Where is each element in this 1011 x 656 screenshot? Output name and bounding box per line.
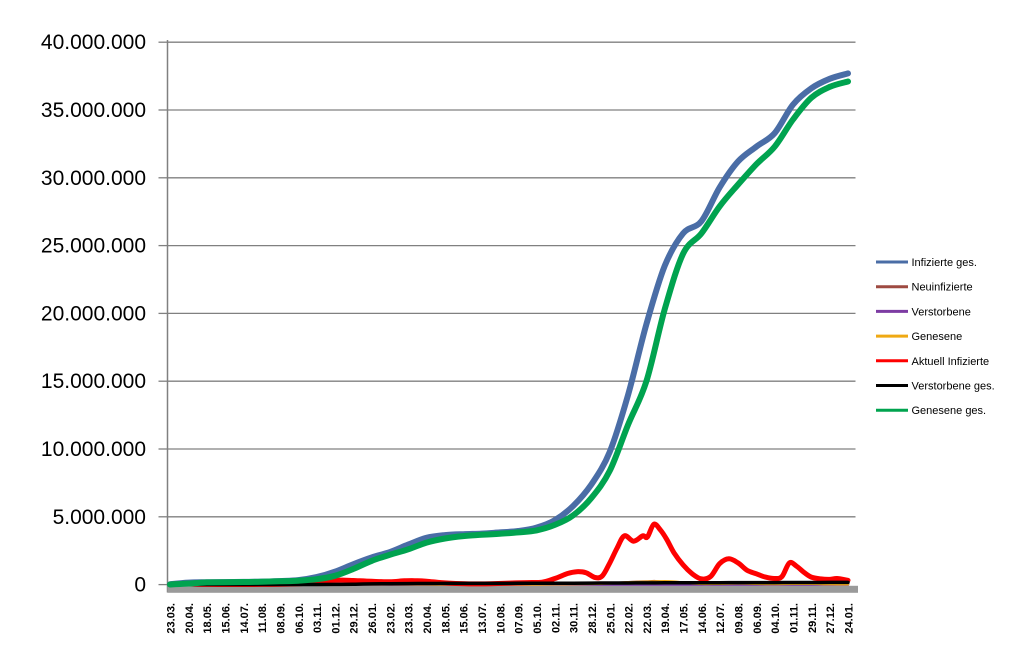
x-axis-tick-label: 02.11. <box>550 603 562 633</box>
x-axis-line <box>167 585 858 593</box>
x-axis-tick-label: 08.09. <box>275 603 287 634</box>
x-axis-tick-label: 25.01. <box>605 603 617 634</box>
x-axis-tick-label: 17.05. <box>679 603 691 634</box>
legend-item: Infizierte ges. <box>876 257 977 269</box>
y-axis-tick-label: 35.000.000 <box>41 99 146 122</box>
x-axis-tick-label: 23.03. <box>404 603 416 634</box>
y-axis-tick-label: 20.000.000 <box>41 302 146 325</box>
legend-item: Genesene ges. <box>876 405 986 417</box>
x-axis-tick-label: 05.10. <box>532 603 544 634</box>
x-axis-tick-label: 14.06. <box>697 603 709 634</box>
x-axis-tick-label: 07.09. <box>514 603 526 634</box>
x-axis-tick-label: 23.03. <box>166 603 178 634</box>
x-axis-tick-label: 04.10. <box>770 603 782 634</box>
legend-label: Infizierte ges. <box>912 257 977 269</box>
x-axis-tick-label: 10.08. <box>495 603 507 634</box>
x-axis-tick-label: 20.04. <box>184 603 196 634</box>
y-axis-tick-label: 40.000.000 <box>41 31 146 54</box>
x-axis-tick-label: 13.07. <box>477 603 489 634</box>
legend-item: Aktuell Infizierte <box>876 356 989 368</box>
x-axis-tick-label: 27.12. <box>825 603 837 634</box>
x-axis-tick-label: 22.02. <box>624 603 636 634</box>
x-axis-tick-label: 18.05. <box>440 603 452 634</box>
x-axis-tick-label: 22.03. <box>642 603 654 634</box>
x-axis-tick-label: 26.01. <box>367 603 379 634</box>
x-axis-tick-label: 20.04. <box>422 603 434 634</box>
x-axis-tick-label: 03.11. <box>312 603 324 633</box>
y-axis-tick-label: 30.000.000 <box>41 167 146 190</box>
x-axis-tick-label: 12.07. <box>715 603 727 634</box>
x-axis-tick-label: 11.08. <box>257 603 269 633</box>
legend-item: Neuinfizierte <box>876 282 973 294</box>
x-axis-tick-label: 24.01. <box>843 603 855 634</box>
x-axis-tick-label: 29.12. <box>349 603 361 634</box>
series-line-verstorbene-ges <box>168 580 850 587</box>
x-axis-tick-label: 18.05. <box>202 603 214 634</box>
x-axis-tick-label: 01.11. <box>789 603 801 633</box>
x-axis-tick-label: 06.09. <box>752 603 764 634</box>
x-axis-tick-label: 19.04. <box>660 603 672 634</box>
y-axis-tick-label: 15.000.000 <box>41 370 146 393</box>
series-line-genesene-ges <box>167 78 851 588</box>
legend-label: Neuinfizierte <box>912 282 973 294</box>
x-axis-tick-label: 06.10. <box>294 603 306 634</box>
x-axis-tick-label: 15.06. <box>459 603 471 634</box>
x-axis-tick-label: 29.11. <box>807 603 819 633</box>
y-axis-tick-label: 0 <box>134 574 146 597</box>
x-axis-tick-label: 09.08. <box>734 603 746 634</box>
x-axis-tick-label: 14.07. <box>239 603 251 634</box>
legend-label: Aktuell Infizierte <box>912 356 990 368</box>
x-axis-tick-label: 01.12. <box>330 603 342 634</box>
legend-label: Verstorbene <box>912 306 971 318</box>
legend-item: Genesene <box>876 331 962 343</box>
legend-label: Verstorbene ges. <box>912 381 995 393</box>
legend-item: Verstorbene <box>876 306 971 318</box>
x-axis-tick-label: 30.11. <box>569 603 581 633</box>
legend-item: Verstorbene ges. <box>876 381 995 393</box>
y-axis-tick-label: 5.000.000 <box>53 506 146 529</box>
x-axis-tick-label: 23.02. <box>385 603 397 634</box>
legend: Infizierte ges. Neuinfizierte Verstorbene G… <box>876 257 995 417</box>
legend-label: Genesene <box>912 331 963 343</box>
x-axis-tick-label: 15.06. <box>220 603 232 634</box>
x-axis-tick-label: 28.12. <box>587 603 599 634</box>
y-axis-tick-label: 10.000.000 <box>41 438 146 461</box>
series-line-infizierte-ges <box>167 70 851 588</box>
legend-label: Genesene ges. <box>912 405 987 417</box>
y-axis-tick-label: 25.000.000 <box>41 235 146 258</box>
